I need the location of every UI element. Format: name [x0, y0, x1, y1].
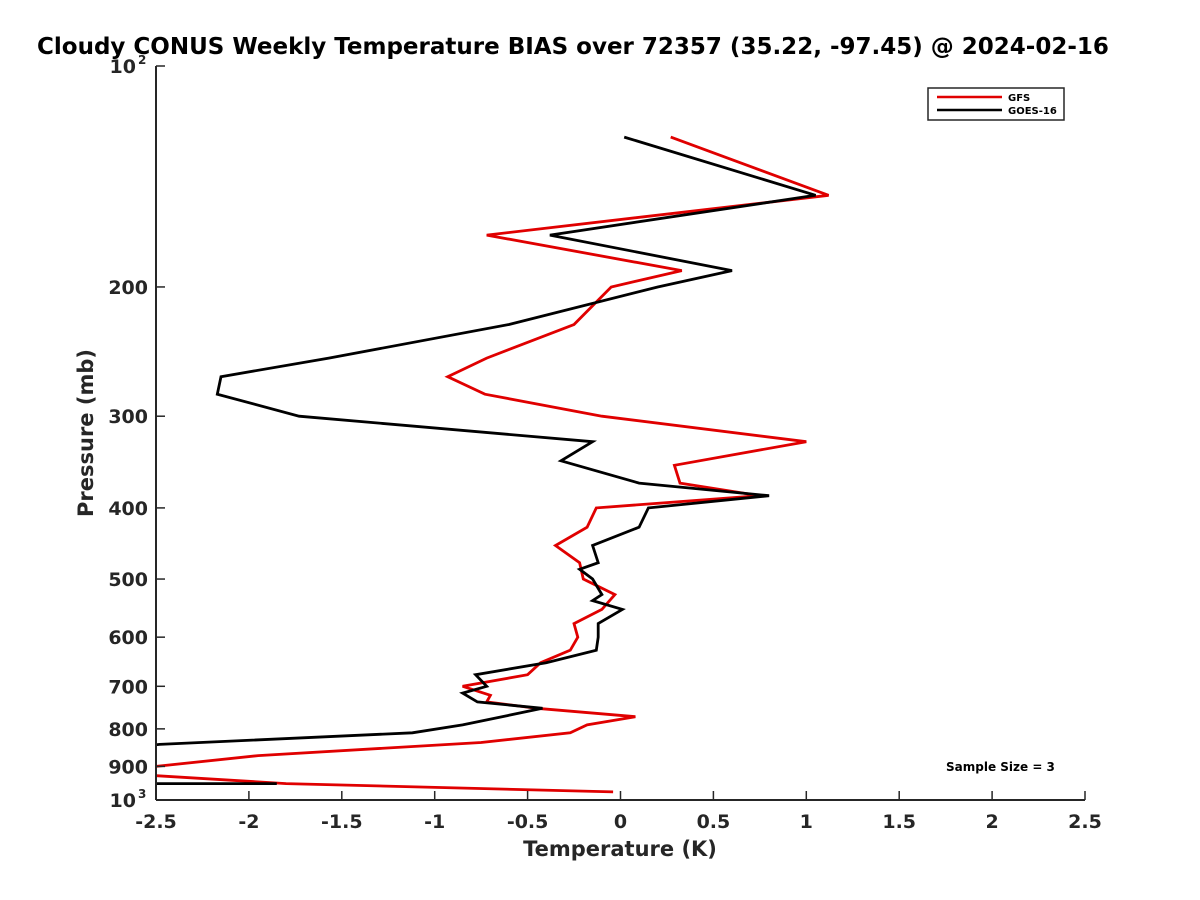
- x-axis-label: Temperature (K): [523, 837, 717, 861]
- x-tick-label: 1: [800, 811, 813, 833]
- y-tick-exponent: 3: [138, 787, 146, 801]
- y-tick-label: 10: [110, 790, 136, 812]
- x-axis-ticks: -2.5 -2 -1.5 -1 -0.5 0 0.5 1 1.5 2 2.5: [135, 791, 1102, 833]
- legend-label-goes16: GOES-16: [1008, 106, 1057, 117]
- x-tick-label: 0.5: [697, 811, 731, 833]
- y-tick-label: 600: [108, 627, 148, 649]
- x-tick-label: 0: [614, 811, 627, 833]
- x-tick-label: -1.5: [321, 811, 363, 833]
- y-tick-label: 200: [108, 277, 148, 299]
- legend-box: [927, 87, 1065, 121]
- x-tick-label: 2: [985, 811, 998, 833]
- sample-size-annotation: Sample Size = 3: [946, 760, 1055, 774]
- series-line-goes16: [156, 135, 817, 785]
- series-line-gfs: [156, 135, 830, 794]
- x-tick-label: 2.5: [1068, 811, 1102, 833]
- x-tick-label: -2.5: [135, 811, 177, 833]
- y-tick-exponent: 2: [138, 53, 146, 67]
- y-tick-label: 900: [108, 756, 148, 778]
- legend-label-gfs: GFS: [1008, 93, 1030, 104]
- y-tick-label: 400: [108, 498, 148, 520]
- x-tick-label: -0.5: [507, 811, 549, 833]
- y-tick-label: 500: [108, 569, 148, 591]
- series-layer: [156, 135, 830, 794]
- chart-title: Cloudy CONUS Weekly Temperature BIAS ove…: [37, 34, 1109, 60]
- y-tick-label: 300: [108, 406, 148, 428]
- y-tick-label: 800: [108, 719, 148, 741]
- x-tick-label: 1.5: [882, 811, 916, 833]
- x-tick-label: -2: [238, 811, 259, 833]
- y-axis-label: Pressure (mb): [74, 349, 98, 517]
- y-tick-label: 10: [110, 56, 136, 78]
- legend: GFS GOES-16: [927, 87, 1065, 121]
- y-tick-label: 700: [108, 676, 148, 698]
- x-tick-label: -1: [424, 811, 445, 833]
